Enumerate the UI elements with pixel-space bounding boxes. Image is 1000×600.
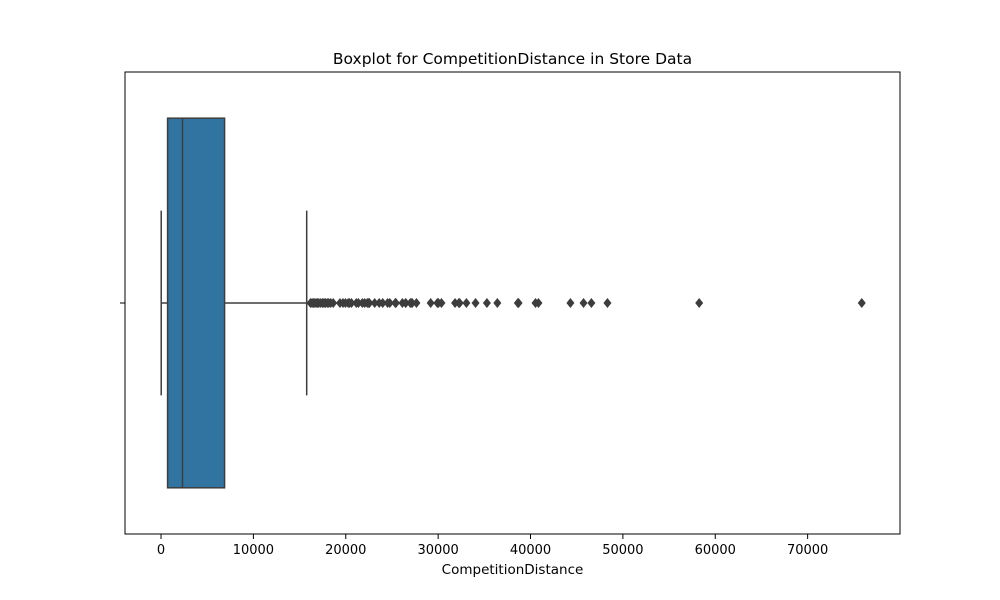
x-tick-label: 30000 (417, 543, 458, 558)
outlier-point (603, 298, 612, 308)
x-tick-label: 10000 (233, 543, 274, 558)
outlier-point (408, 298, 417, 308)
outlier-point (493, 298, 502, 308)
outlier-point (514, 298, 523, 308)
outlier-point (370, 298, 379, 308)
outlier-point (566, 298, 575, 308)
outlier-point (857, 298, 866, 308)
outlier-point (365, 298, 374, 308)
outlier-point (579, 298, 588, 308)
plot-layer (160, 117, 866, 489)
outlier-point (412, 298, 421, 308)
outlier-point (455, 298, 464, 308)
x-tick-label: 70000 (787, 543, 828, 558)
outlier-point (482, 298, 491, 308)
outlier-point (462, 298, 471, 308)
outlier-point (329, 298, 338, 308)
interquartile-box (166, 117, 226, 489)
x-tick-label: 50000 (602, 543, 643, 558)
outlier-point (534, 298, 543, 308)
outlier-point (471, 298, 480, 308)
x-tick-label: 20000 (325, 543, 366, 558)
x-axis-label: CompetitionDistance (442, 562, 584, 578)
x-tick-label: 40000 (510, 543, 551, 558)
outlier-point (391, 298, 400, 308)
outlier-point (695, 298, 704, 308)
outlier-point (401, 298, 410, 308)
outlier-point (385, 298, 394, 308)
outlier-point (347, 298, 356, 308)
outlier-point (587, 298, 596, 308)
outlier-point (437, 298, 446, 308)
outlier-point (426, 298, 435, 308)
x-tick-label: 60000 (695, 543, 736, 558)
chart-title: Boxplot for CompetitionDistance in Store… (333, 50, 692, 68)
x-axis: 0 10000 20000 30000 40000 50000 60000 70000 (120, 302, 828, 558)
outlier-point (378, 298, 387, 308)
x-tick-label: 0 (157, 543, 165, 558)
